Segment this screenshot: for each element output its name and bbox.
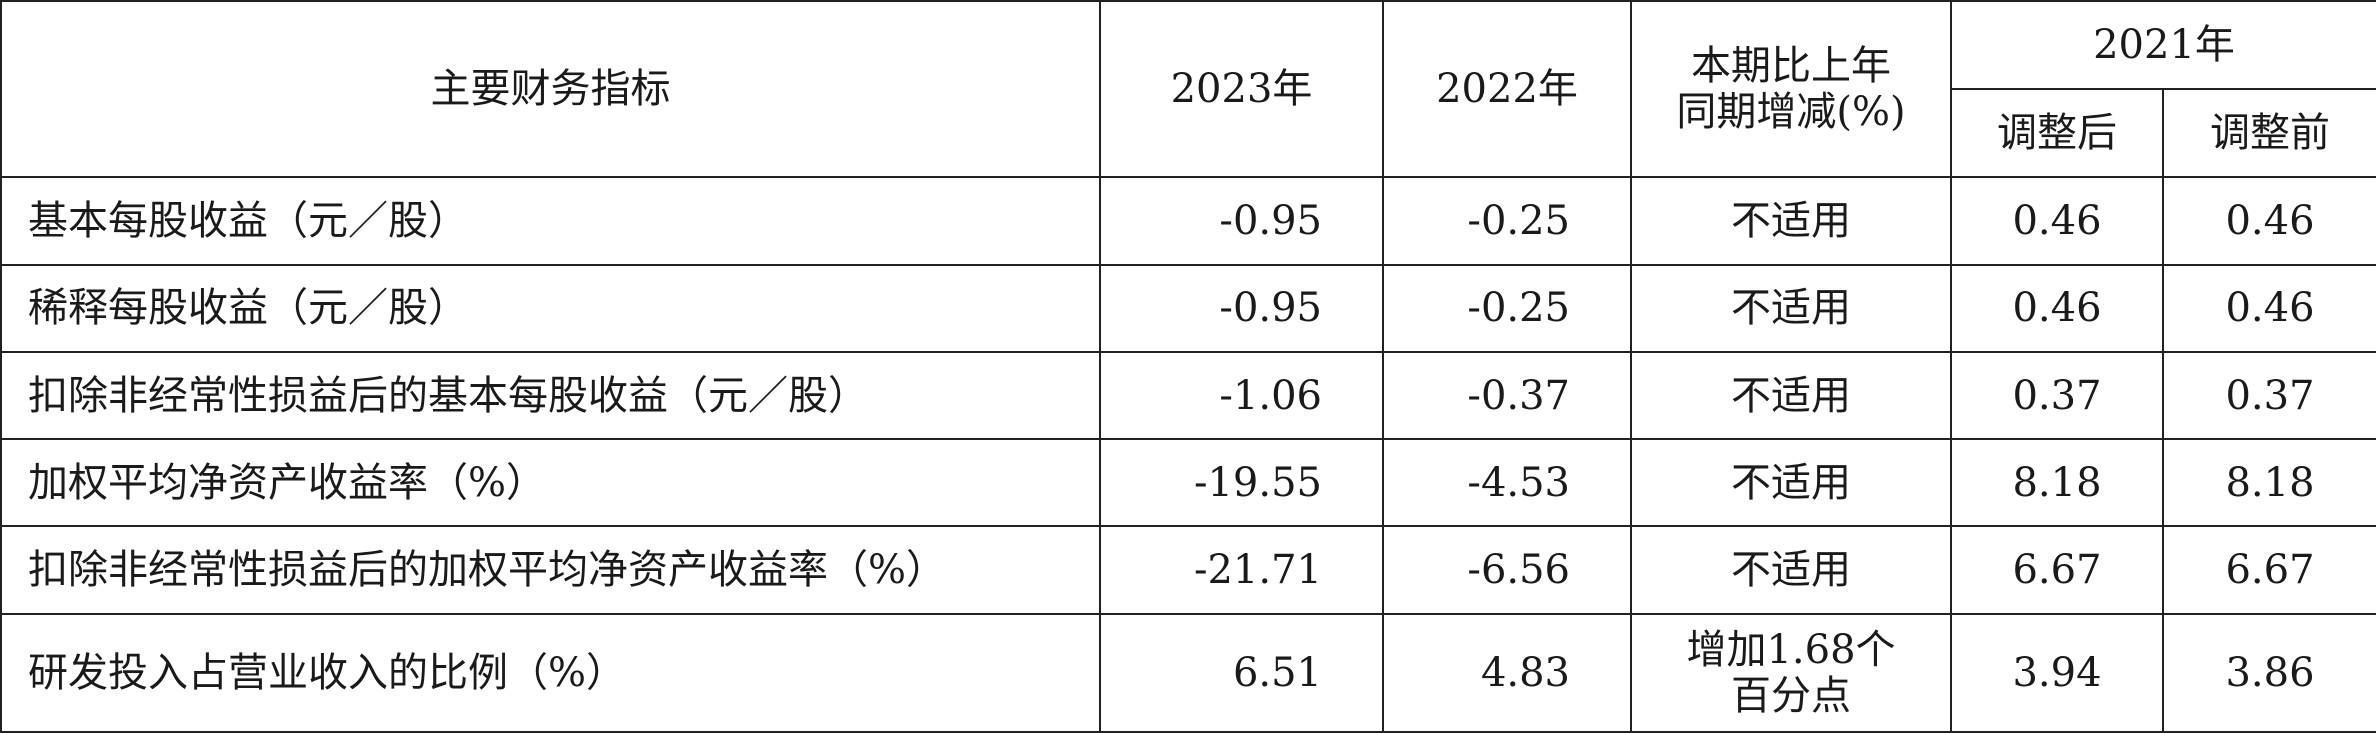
- indicator-name: 加权平均净资产收益率（%）: [0, 438, 1101, 528]
- value-2023: -19.55: [1099, 438, 1384, 528]
- value-2022: -6.56: [1382, 525, 1632, 615]
- value-2021-after: 0.46: [1950, 176, 2164, 266]
- header-subrow: 调整后 调整前: [1, 88, 2376, 179]
- header-2023: 2023年: [1099, 0, 1384, 179]
- table-row: 扣除非经常性损益后的基本每股收益（元／股） -1.06 -0.37 不适用 0.…: [0, 350, 2376, 441]
- value-2022: -4.53: [1382, 438, 1632, 528]
- value-change: 不适用: [1630, 350, 1952, 441]
- header-change-line1: 本期比上年: [1691, 43, 1891, 90]
- table-row: 研发投入占营业收入的比例（%） 6.51 4.83 增加1.68个 百分点 3.…: [0, 612, 2376, 733]
- value-change: 增加1.68个 百分点: [1630, 612, 1952, 733]
- value-2021-before: 0.46: [2161, 263, 2376, 353]
- value-2023: -1.06: [1099, 350, 1384, 441]
- value-2022: -0.25: [1382, 263, 1632, 353]
- header-adjusted-after: 调整后: [1950, 88, 2164, 179]
- value-2021-before: 0.37: [2161, 350, 2376, 441]
- indicator-name: 基本每股收益（元／股）: [0, 176, 1101, 266]
- indicator-name: 研发投入占营业收入的比例（%）: [0, 612, 1101, 733]
- value-2021-after: 8.18: [1950, 438, 2164, 528]
- value-change-line1: 增加1.68个: [1686, 626, 1896, 673]
- value-2023: -0.95: [1099, 263, 1384, 353]
- value-change-line2: 百分点: [1731, 672, 1851, 719]
- value-2022: 4.83: [1382, 612, 1632, 733]
- value-2023: -0.95: [1099, 176, 1384, 266]
- value-2021-after: 3.94: [1950, 612, 2164, 733]
- value-2021-before: 6.67: [2161, 525, 2376, 615]
- value-2021-before: 8.18: [2161, 438, 2376, 528]
- table-row: 基本每股收益（元／股） -0.95 -0.25 不适用 0.46 0.46: [0, 176, 2376, 266]
- value-2023: 6.51: [1099, 612, 1384, 733]
- value-change: 不适用: [1630, 176, 1952, 266]
- value-2023: -21.71: [1099, 525, 1384, 615]
- value-change: 不适用: [1630, 438, 1952, 528]
- value-2022: -0.37: [1382, 350, 1632, 441]
- table-row: 扣除非经常性损益后的加权平均净资产收益率（%） -21.71 -6.56 不适用…: [0, 525, 2376, 615]
- value-2022: -0.25: [1382, 176, 1632, 266]
- table-row: 稀释每股收益（元／股） -0.95 -0.25 不适用 0.46 0.46: [0, 263, 2376, 353]
- value-2021-before: 0.46: [2161, 176, 2376, 266]
- value-change: 不适用: [1630, 263, 1952, 353]
- header-adjusted-before: 调整前: [2161, 88, 2376, 179]
- indicator-name: 稀释每股收益（元／股）: [0, 263, 1101, 353]
- value-2021-after: 0.46: [1950, 263, 2164, 353]
- header-row: 主要财务指标 2023年 2022年 本期比上年 同期增减(%) 2021年: [0, 0, 2376, 179]
- header-change-line2: 同期增减(%): [1676, 89, 1906, 136]
- header-2022: 2022年: [1382, 0, 1632, 179]
- indicator-name: 扣除非经常性损益后的加权平均净资产收益率（%）: [0, 525, 1101, 615]
- header-change: 本期比上年 同期增减(%): [1630, 0, 1952, 179]
- indicator-name: 扣除非经常性损益后的基本每股收益（元／股）: [0, 350, 1101, 441]
- value-2021-before: 3.86: [2161, 612, 2376, 733]
- header-2021: 2021年: [1949, 0, 2376, 91]
- table-row: 加权平均净资产收益率（%） -19.55 -4.53 不适用 8.18 8.18: [0, 438, 2376, 528]
- value-2021-after: 6.67: [1950, 525, 2164, 615]
- value-change: 不适用: [1630, 525, 1952, 615]
- value-2021-after: 0.37: [1950, 350, 2164, 441]
- header-indicator: 主要财务指标: [0, 0, 1101, 179]
